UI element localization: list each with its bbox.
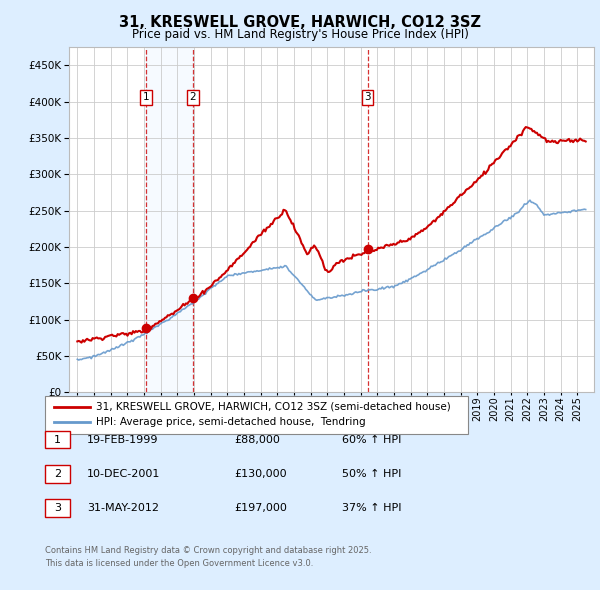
Text: 2: 2	[54, 469, 61, 478]
Text: 1: 1	[54, 435, 61, 444]
Text: 50% ↑ HPI: 50% ↑ HPI	[342, 469, 401, 478]
Text: Price paid vs. HM Land Registry's House Price Index (HPI): Price paid vs. HM Land Registry's House …	[131, 28, 469, 41]
Text: 3: 3	[364, 92, 371, 102]
Text: 10-DEC-2001: 10-DEC-2001	[87, 469, 160, 478]
Text: Contains HM Land Registry data © Crown copyright and database right 2025.: Contains HM Land Registry data © Crown c…	[45, 546, 371, 555]
Text: This data is licensed under the Open Government Licence v3.0.: This data is licensed under the Open Gov…	[45, 559, 313, 568]
Text: 1: 1	[143, 92, 149, 102]
Bar	[146, 47, 193, 392]
Text: 2: 2	[190, 92, 196, 102]
Text: 31-MAY-2012: 31-MAY-2012	[87, 503, 159, 513]
Text: HPI: Average price, semi-detached house,  Tendring: HPI: Average price, semi-detached house,…	[96, 418, 365, 428]
Text: 60% ↑ HPI: 60% ↑ HPI	[342, 435, 401, 444]
Text: 3: 3	[54, 503, 61, 513]
Text: 37% ↑ HPI: 37% ↑ HPI	[342, 503, 401, 513]
Text: 31, KRESWELL GROVE, HARWICH, CO12 3SZ: 31, KRESWELL GROVE, HARWICH, CO12 3SZ	[119, 15, 481, 30]
Text: £130,000: £130,000	[234, 469, 287, 478]
Text: 19-FEB-1999: 19-FEB-1999	[87, 435, 158, 444]
Text: £197,000: £197,000	[234, 503, 287, 513]
Text: 31, KRESWELL GROVE, HARWICH, CO12 3SZ (semi-detached house): 31, KRESWELL GROVE, HARWICH, CO12 3SZ (s…	[96, 402, 451, 412]
Text: £88,000: £88,000	[234, 435, 280, 444]
